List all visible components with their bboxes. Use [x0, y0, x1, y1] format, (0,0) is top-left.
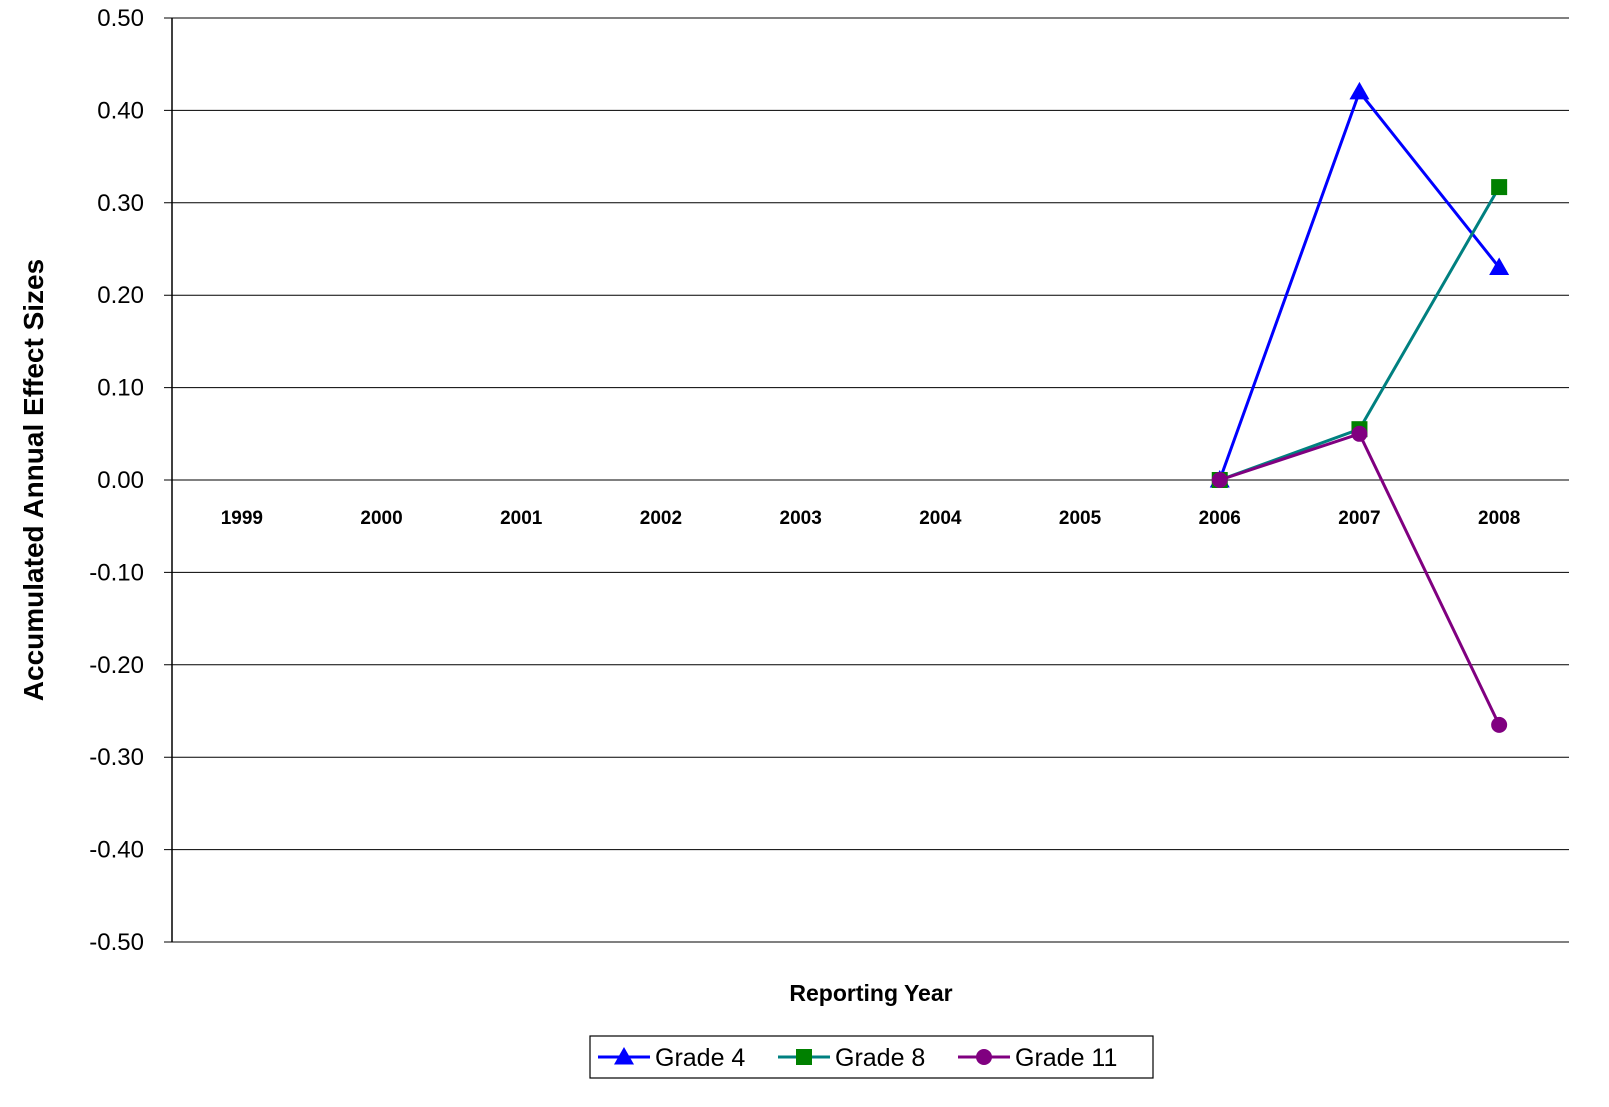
legend-item: Grade 8	[778, 1044, 925, 1072]
y-tick-label: 0.50	[97, 5, 144, 32]
x-tick-label: 1999	[221, 508, 263, 529]
x-tick-label: 2008	[1478, 508, 1520, 529]
y-tick-label: 0.30	[97, 190, 144, 217]
y-tick-label: 0.10	[97, 375, 144, 402]
legend: Grade 4 Grade 8 Grade 11	[589, 1035, 1154, 1079]
y-tick-label: -0.10	[89, 559, 144, 586]
legend-item: Grade 11	[958, 1044, 1117, 1072]
y-tick-label: 0.00	[97, 467, 144, 494]
y-tick-labels: 0.50 0.40 0.30 0.20 0.10 0.00 -0.10 -0.20 -0.30 -…	[89, 5, 144, 956]
data-point	[796, 1049, 812, 1065]
series-line	[1219, 431, 1501, 726]
y-tick-label: -0.50	[89, 929, 144, 956]
data-point	[1489, 257, 1510, 275]
legend-box	[589, 1035, 1154, 1079]
x-axis-title: Reporting Year	[789, 980, 952, 1006]
y-tick-label: -0.30	[89, 744, 144, 771]
x-tick-labels: 1999 2000 2001 2002 2003 2004 2005 2006 2007 2008	[221, 508, 1521, 529]
y-tick-label: 0.40	[97, 97, 144, 124]
x-tick-label: 2004	[919, 508, 962, 529]
data-point	[976, 1049, 992, 1065]
x-tick-label: 2007	[1338, 508, 1380, 529]
legend-label: Grade 8	[835, 1044, 925, 1072]
y-tick-label: -0.40	[89, 837, 144, 864]
data-point	[1491, 716, 1508, 733]
legend-item: Grade 4	[598, 1044, 745, 1072]
x-tick-label: 2005	[1059, 508, 1102, 529]
data-point	[1349, 81, 1370, 100]
data-point	[1491, 179, 1508, 196]
legend-label: Grade 4	[655, 1044, 745, 1072]
legend-label: Grade 11	[1015, 1044, 1117, 1072]
data-point	[614, 1047, 634, 1065]
y-tick-label: 0.20	[97, 282, 144, 309]
y-tick-label: -0.20	[89, 652, 144, 679]
data-point	[1211, 472, 1228, 488]
x-tick-label: 2001	[500, 508, 543, 529]
x-tick-label: 2000	[360, 508, 402, 529]
y-axis-title: Accumulated Annual Effect Sizes	[18, 259, 49, 701]
data-point	[1351, 425, 1368, 442]
x-tick-label: 2002	[640, 508, 682, 529]
series-group	[1209, 81, 1510, 733]
series-grade-11	[1211, 425, 1508, 733]
x-tick-label: 2006	[1199, 508, 1241, 529]
x-tick-label: 2003	[780, 508, 822, 529]
gridlines	[164, 17, 1569, 943]
